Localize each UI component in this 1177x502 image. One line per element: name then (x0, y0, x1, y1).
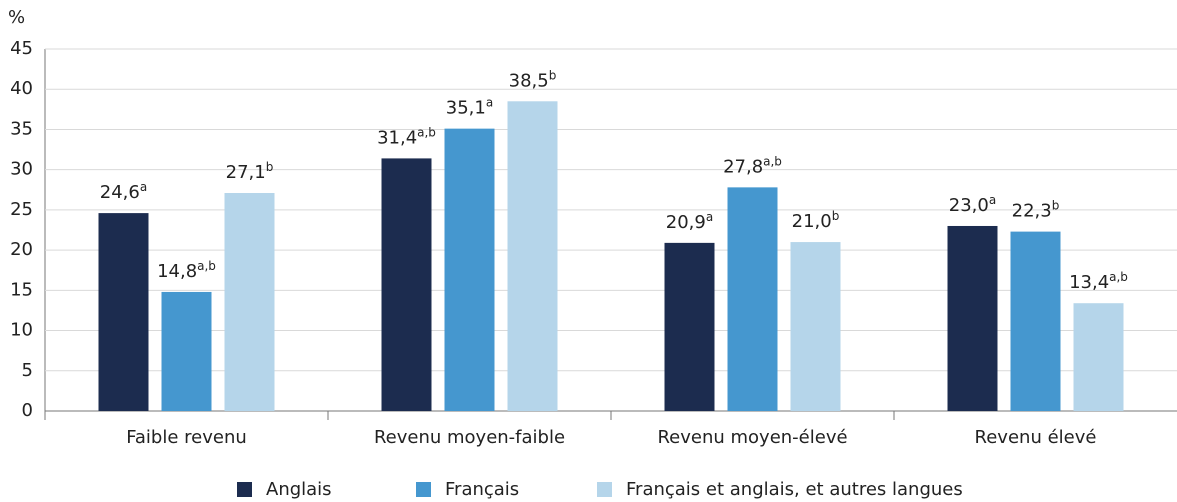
legend-swatch (237, 482, 252, 497)
value-note: a,b (1109, 270, 1128, 284)
value-label: 27,8a,b (723, 154, 782, 178)
y-tick-label: 35 (10, 118, 33, 139)
y-tick-label: 10 (10, 320, 33, 341)
value-note: b (1052, 198, 1060, 212)
legend-swatch (416, 482, 431, 497)
x-tick-label: Revenu moyen-élevé (657, 427, 847, 448)
value-text: 22,3 (1012, 201, 1052, 222)
value-text: 14,8 (157, 261, 197, 282)
value-text: 24,6 (100, 182, 140, 203)
value-label: 20,9a (666, 209, 713, 233)
y-tick-label: 20 (10, 239, 33, 260)
value-label: 23,0a (949, 192, 996, 216)
bar (224, 192, 275, 411)
value-label: 13,4a,b (1069, 270, 1128, 294)
value-note: a (989, 192, 996, 206)
value-text: 27,8 (723, 156, 763, 177)
value-text: 35,1 (446, 98, 486, 119)
bar (1073, 303, 1124, 411)
value-label: 35,1a (446, 95, 493, 119)
value-text: 38,5 (509, 70, 549, 91)
value-text: 23,0 (949, 195, 989, 216)
x-tick-label: Revenu élevé (975, 427, 1097, 448)
bar (790, 242, 841, 411)
value-note: a,b (763, 154, 782, 168)
x-tick-label: Revenu moyen-faible (374, 427, 565, 448)
legend-swatch (597, 482, 612, 497)
value-note: a (486, 95, 493, 109)
bar (1010, 231, 1061, 411)
value-note: b (266, 159, 274, 173)
y-tick-label: 5 (22, 360, 33, 381)
bar (98, 213, 149, 411)
bar (727, 187, 778, 411)
value-text: 21,0 (792, 211, 832, 232)
value-note: b (832, 209, 840, 223)
legend-label: Français (445, 479, 519, 500)
value-note: a (706, 209, 713, 223)
value-note: b (549, 68, 557, 82)
y-tick-label: 15 (10, 279, 33, 300)
value-label: 21,0b (792, 209, 840, 233)
y-tick-label: 45 (10, 38, 33, 59)
y-tick-label: 25 (10, 199, 33, 220)
value-label: 24,6a (100, 180, 147, 204)
value-label: 31,4a,b (377, 125, 436, 149)
value-note: a,b (417, 125, 436, 139)
bar (947, 225, 998, 411)
y-axis-label: % (8, 7, 25, 28)
value-text: 13,4 (1069, 272, 1109, 293)
y-tick-label: 0 (22, 400, 33, 421)
value-text: 20,9 (666, 212, 706, 233)
bar (381, 158, 432, 411)
y-tick-label: 40 (10, 78, 33, 99)
value-label: 38,5b (509, 68, 557, 92)
value-note: a (140, 180, 147, 194)
value-label: 27,1b (226, 159, 274, 183)
bar (507, 101, 558, 412)
value-note: a,b (197, 258, 216, 272)
bar (664, 242, 715, 411)
bar (161, 291, 212, 411)
value-label: 22,3b (1012, 198, 1060, 222)
x-tick-label: Faible revenu (126, 427, 247, 448)
legend-label: Français et anglais, et autres langues (626, 479, 963, 500)
value-text: 27,1 (226, 162, 266, 183)
legend-label: Anglais (266, 479, 332, 500)
bar (444, 128, 495, 411)
value-text: 31,4 (377, 127, 417, 148)
y-tick-label: 30 (10, 159, 33, 180)
value-label: 14,8a,b (157, 258, 216, 282)
